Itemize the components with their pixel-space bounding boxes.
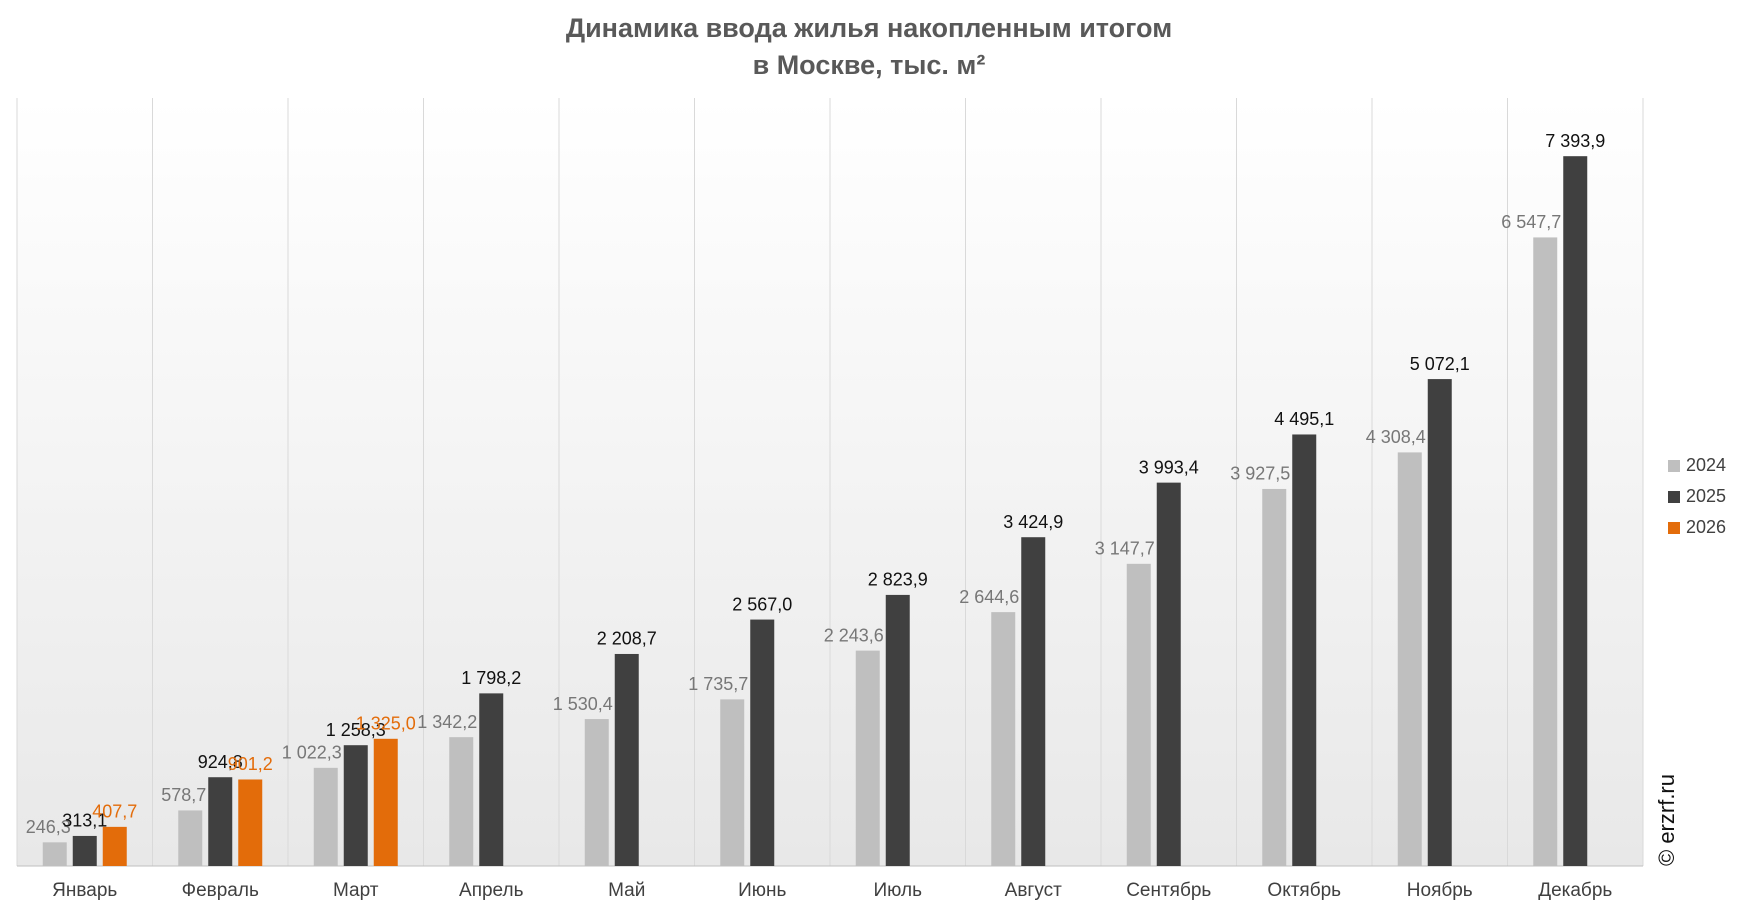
bar [584,719,609,866]
data-label: 3 927,5 [1230,464,1290,484]
bar [42,842,67,866]
bar [449,737,474,866]
bar [750,619,775,866]
bar [238,779,263,866]
legend-swatch [1668,491,1680,503]
x-tick-label: Апрель [459,880,524,901]
x-tick-label: Июль [874,880,923,901]
data-label: 6 547,7 [1501,212,1561,232]
x-tick-label: Октябрь [1267,880,1341,901]
chart-title: Динамика ввода жилья накопленным итогом [566,13,1172,43]
bar [720,699,745,866]
data-label: 1 258,3 [326,720,386,740]
data-label: 3 993,4 [1139,457,1199,477]
bar [72,835,97,866]
bar [479,693,504,866]
bar [1126,563,1151,866]
bar [885,594,910,866]
data-label: 246,3 [26,817,71,837]
bar [1156,482,1181,866]
bar [343,745,368,866]
x-tick-label: Август [1005,880,1062,901]
data-label: 901,2 [228,754,273,774]
data-label: 3 424,9 [1003,512,1063,532]
bar [1563,156,1588,866]
data-label: 407,7 [92,802,137,822]
data-label: 2 243,6 [824,625,884,645]
bar [313,767,338,866]
bar [991,612,1016,866]
bar [1397,452,1422,866]
data-label: 1 798,2 [461,668,521,688]
bar [1292,434,1317,866]
data-label: 1 735,7 [688,674,748,694]
bar [1021,537,1046,866]
data-label: 3 147,7 [1095,539,1155,559]
legend-swatch [1668,522,1680,534]
data-label: 1 325,0 [356,714,416,734]
x-tick-label: Февраль [182,880,259,901]
legend-label: 2025 [1686,486,1726,506]
bar [373,738,398,866]
x-tick-label: Ноябрь [1407,880,1473,901]
x-tick-label: Январь [52,880,117,901]
x-tick-label: Июнь [738,880,786,901]
chart-subtitle: в Москве, тыс. м² [753,50,986,80]
x-tick-label: Декабрь [1538,880,1612,901]
legend-label: 2026 [1686,517,1726,537]
legend-label: 2024 [1686,455,1726,475]
bar [1262,488,1287,866]
data-label: 1 342,2 [417,712,477,732]
x-tick-label: Март [333,880,379,901]
bar [1427,379,1452,866]
data-label: 2 208,7 [597,629,657,649]
data-label: 924,8 [198,752,243,772]
legend-swatch [1668,460,1680,472]
bar [178,810,203,866]
bar [102,826,127,866]
bar [855,650,880,866]
data-label: 1 530,4 [553,694,613,714]
watermark: © erzrf.ru [1654,774,1679,866]
data-label: 1 022,3 [282,743,342,763]
data-label: 2 567,0 [732,594,792,614]
data-label: 2 823,9 [868,570,928,590]
x-tick-label: Май [608,880,645,901]
data-label: 578,7 [161,785,206,805]
data-label: 4 308,4 [1366,427,1426,447]
data-label: 313,1 [62,811,107,831]
data-label: 2 644,6 [959,587,1019,607]
bar [614,653,639,866]
bar [1533,237,1558,867]
x-tick-label: Сентябрь [1126,880,1211,901]
data-label: 4 495,1 [1274,409,1334,429]
data-label: 7 393,9 [1545,131,1605,151]
bar [208,777,233,866]
data-label: 5 072,1 [1410,354,1470,374]
